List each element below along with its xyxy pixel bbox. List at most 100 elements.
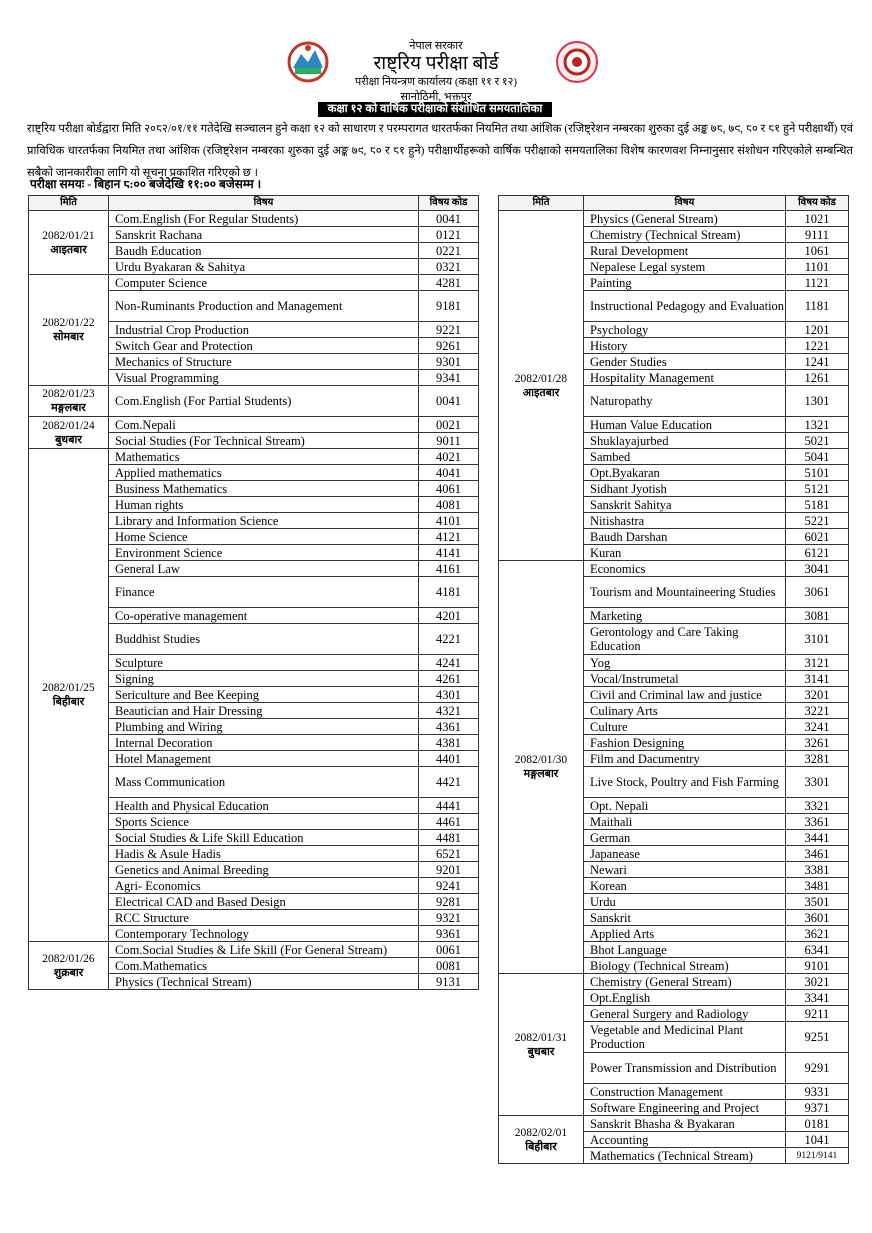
subject-code: 4101 bbox=[418, 512, 479, 529]
subject-code: 4281 bbox=[418, 274, 479, 291]
subject-code: 6121 bbox=[785, 544, 849, 561]
subject-code: 9341 bbox=[418, 369, 479, 386]
row: German 3441 bbox=[499, 829, 849, 846]
subject: Sericulture and Bee Keeping bbox=[108, 686, 419, 703]
row: Electrical CAD and Based Design 9281 bbox=[29, 893, 479, 910]
row: Plumbing and Wiring 4361 bbox=[29, 718, 479, 735]
subject: Economics bbox=[583, 560, 786, 577]
subject-code: 4361 bbox=[418, 718, 479, 735]
subject-code: 9011 bbox=[418, 432, 479, 449]
subject: Buddhist Studies bbox=[108, 623, 419, 655]
row: Finance 4181 bbox=[29, 576, 479, 608]
row: Biology (Technical Stream) 9101 bbox=[499, 957, 849, 974]
date-cell: 2082/01/31 बुधबार bbox=[498, 973, 584, 1116]
subject-code: 4421 bbox=[418, 766, 479, 798]
date-cell: 2082/01/28 आइतबार bbox=[498, 210, 584, 561]
date: 2082/01/22 bbox=[42, 317, 95, 329]
column-header: विषय कोड bbox=[785, 195, 849, 211]
date-cell: 2082/01/25 बिहीबार bbox=[28, 448, 109, 942]
day: मङ्गलबार bbox=[523, 768, 559, 780]
subject-code: 3121 bbox=[785, 654, 849, 671]
row: Marketing 3081 bbox=[499, 607, 849, 624]
subject-code: 4201 bbox=[418, 607, 479, 624]
row: 2082/01/25 बिहीबार Mathematics 4021 bbox=[28, 448, 479, 942]
subject-code: 0041 bbox=[418, 385, 479, 417]
row: 2082/01/31 बुधबार Chemistry (General Strea… bbox=[498, 973, 849, 1116]
subject-code: 1041 bbox=[785, 1131, 849, 1148]
subject-code: 4441 bbox=[418, 797, 479, 814]
subject: Film and Dacumentry bbox=[583, 750, 786, 767]
subject-code: 5101 bbox=[785, 464, 849, 481]
subject-code: 4241 bbox=[418, 654, 479, 671]
date: 2082/02/01 bbox=[514, 1126, 568, 1139]
subject-code: 1301 bbox=[785, 385, 849, 417]
day: बुधबार bbox=[55, 433, 82, 446]
subject: Sanskrit bbox=[583, 909, 786, 926]
subject: Hotel Management bbox=[108, 750, 419, 767]
subject-code: 1201 bbox=[785, 321, 849, 338]
column-header: मिति bbox=[498, 195, 584, 211]
subject-code: 9101 bbox=[785, 957, 849, 974]
subject: Human Value Education bbox=[583, 416, 786, 433]
row: Culinary Arts 3221 bbox=[499, 702, 849, 719]
subject-code: 3141 bbox=[785, 670, 849, 687]
subject-code: 4301 bbox=[418, 686, 479, 703]
subject: Human rights bbox=[108, 496, 419, 513]
subject: Mathematics (Technical Stream) bbox=[583, 1147, 786, 1164]
subject: Japanease bbox=[583, 845, 786, 862]
subject: German bbox=[583, 829, 786, 846]
subject: Health and Physical Education bbox=[108, 797, 419, 814]
subject-code: 9211 bbox=[785, 1005, 849, 1022]
subject-code: 1241 bbox=[785, 353, 849, 370]
subject: Gender Studies bbox=[583, 353, 786, 370]
subject: Visual Programming bbox=[108, 369, 419, 386]
subject: Power Transmission and Distribution bbox=[583, 1052, 786, 1084]
subject: Finance bbox=[108, 576, 419, 608]
subject: Signing bbox=[108, 670, 419, 687]
subject: Baudh Darshan bbox=[583, 528, 786, 545]
subject-code: 3281 bbox=[785, 750, 849, 767]
subject: General Surgery and Radiology bbox=[583, 1005, 786, 1022]
subject: Fashion Designing bbox=[583, 734, 786, 751]
subject: Sidhant Jyotish bbox=[583, 480, 786, 497]
row: Fashion Designing 3261 bbox=[499, 734, 849, 751]
subject: Sports Science bbox=[108, 813, 419, 830]
subject: Mass Communication bbox=[108, 766, 419, 798]
subject-code: 4121 bbox=[418, 528, 479, 545]
row: Nitishastra 5221 bbox=[499, 512, 849, 529]
row: 2082/01/28 आइतबार Physics (General Stream)… bbox=[498, 210, 849, 561]
subject: Com.Mathematics bbox=[108, 957, 419, 974]
government: नेपाल सरकार bbox=[409, 40, 463, 52]
subject-code: 9221 bbox=[418, 321, 479, 338]
date-cell: 2082/01/22 सोमबार bbox=[28, 274, 109, 386]
date: 2082/01/30 bbox=[514, 754, 568, 766]
subject: Psychology bbox=[583, 321, 786, 338]
subject: Internal Decoration bbox=[108, 734, 419, 751]
subject: Computer Science bbox=[108, 274, 419, 291]
subject: Vocal/Instrumetal bbox=[583, 670, 786, 687]
row: 2082/01/24 बुधबार Com.Nepali 0021 bbox=[28, 416, 479, 449]
subject-code: 1181 bbox=[785, 290, 849, 322]
date-cell: 2082/01/23 मङ्गलबार bbox=[28, 385, 109, 417]
row: Naturopathy 1301 bbox=[499, 385, 849, 417]
subject: Physics (General Stream) bbox=[583, 210, 786, 227]
subject-code: 1061 bbox=[785, 242, 849, 259]
subject-code: 3101 bbox=[785, 623, 849, 655]
subject: Hadis & Asule Hadis bbox=[108, 845, 419, 862]
subject: Mechanics of Structure bbox=[108, 353, 419, 370]
date: 2082/01/28 bbox=[514, 372, 568, 385]
subject: Co-operative management bbox=[108, 607, 419, 624]
day: बिहीबार bbox=[525, 1140, 557, 1153]
subject-code: 4401 bbox=[418, 750, 479, 767]
subject: Korean bbox=[583, 877, 786, 894]
subject: Tourism and Mountaineering Studies bbox=[583, 576, 786, 608]
subject: Live Stock, Poultry and Fish Farming bbox=[583, 766, 786, 798]
subject: Plumbing and Wiring bbox=[108, 718, 419, 735]
subject-code: 4261 bbox=[418, 670, 479, 687]
subject-code: 9291 bbox=[785, 1052, 849, 1084]
schedule-table: मिति विषय विषय कोड 2082/01/28 आइतबार Physics … bbox=[498, 195, 849, 1164]
subject: Non-Ruminants Production and Management bbox=[108, 290, 419, 322]
subject: Kuran bbox=[583, 544, 786, 561]
subject-code: 9321 bbox=[418, 909, 479, 926]
subject: Nitishastra bbox=[583, 512, 786, 529]
